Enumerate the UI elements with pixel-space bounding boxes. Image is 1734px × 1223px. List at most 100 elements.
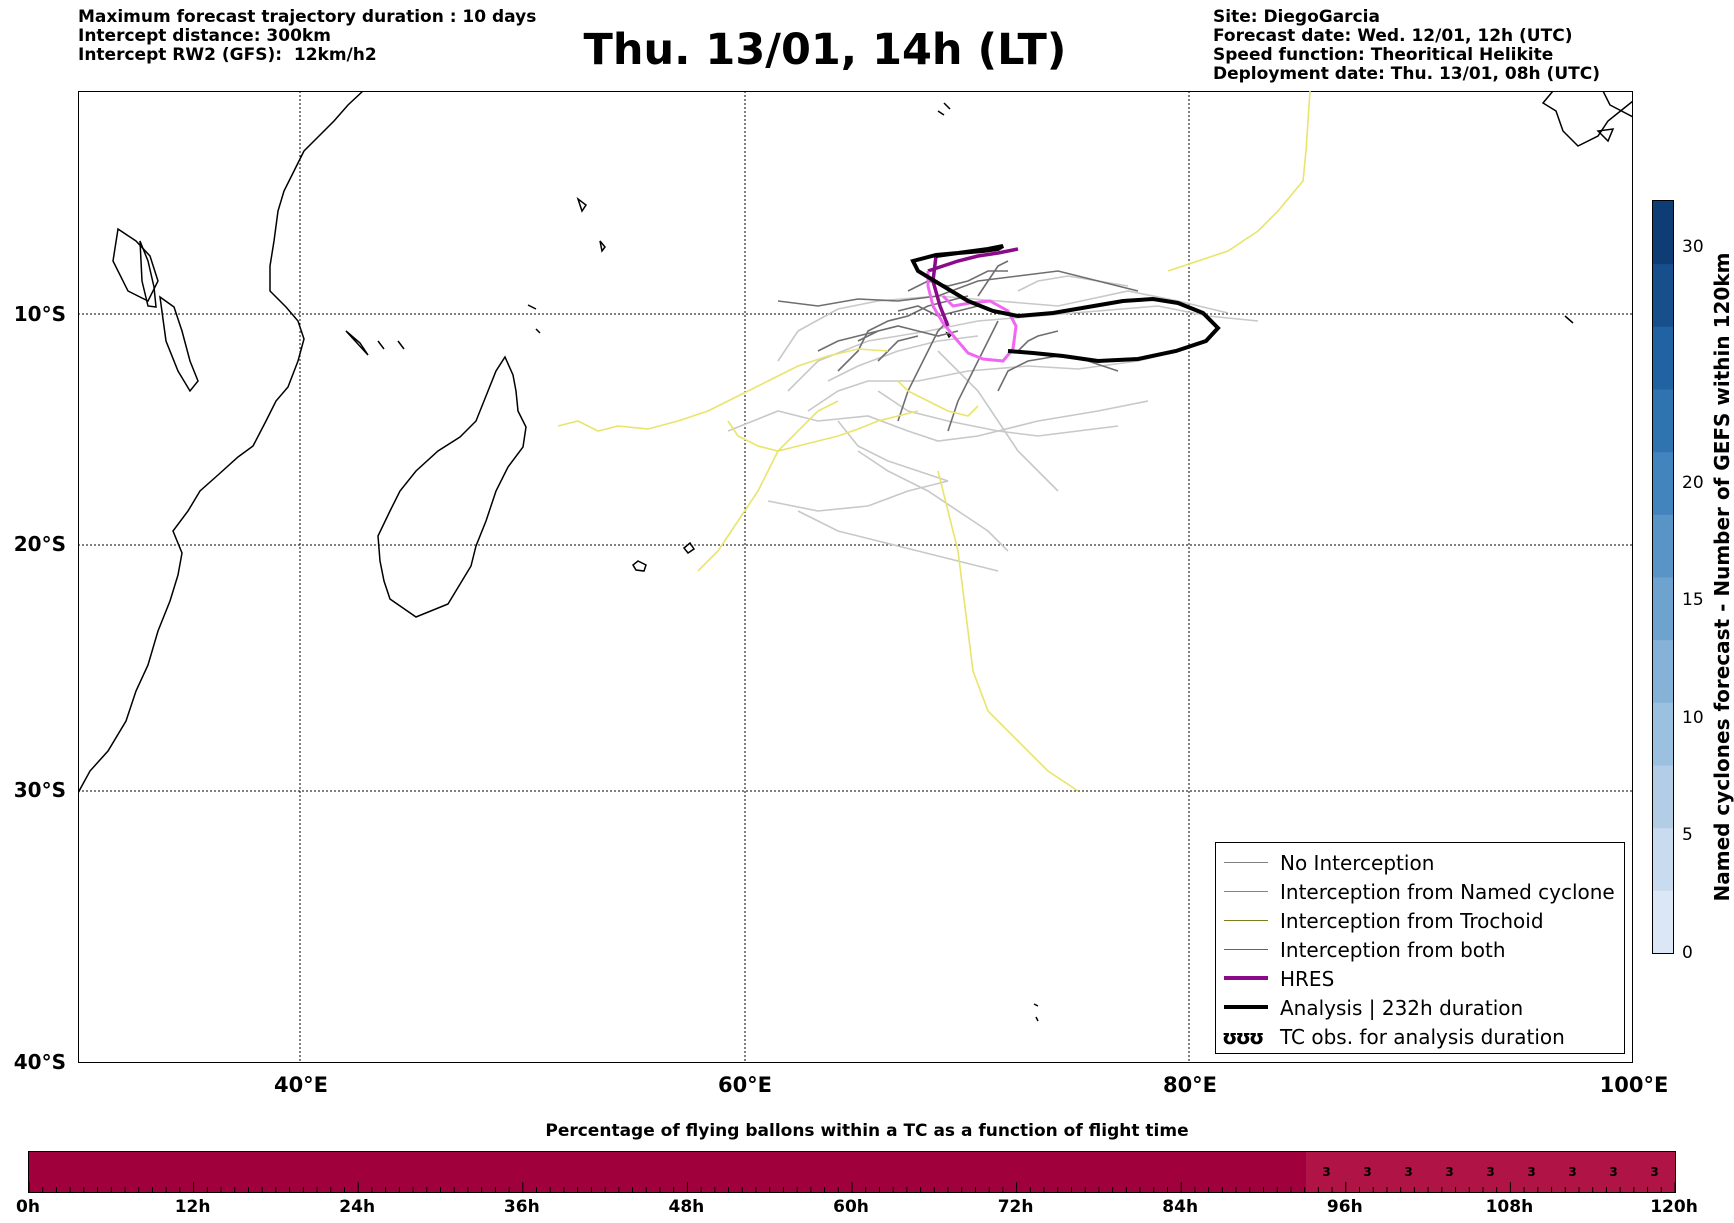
africa-coast	[77, 90, 364, 793]
balloon-bar-tick-label: 0h	[16, 1197, 40, 1217]
arabia-coast-2	[1601, 90, 1633, 118]
balloon-bar-cell-value: 3	[1470, 1152, 1511, 1192]
lat-label-30s: 30°S	[13, 778, 66, 802]
legend-item-both: Interception from both	[1216, 936, 1624, 965]
balloon-bar-cell-value: 3	[1593, 1152, 1634, 1192]
page-title: Thu. 13/01, 14h (LT)	[583, 25, 1067, 75]
reunion-coast	[682, 541, 695, 554]
site-text: Site: DiegoGarcia	[1213, 7, 1380, 27]
legend-label: Interception from Named cyclone	[1280, 880, 1615, 904]
balloon-bar-tick-label: 120h	[1650, 1197, 1698, 1217]
colorbar-tick-5: 5	[1682, 825, 1693, 845]
sri-lanka-coast	[1595, 127, 1614, 142]
speed-function-text: Speed function: Theoritical Helikite	[1213, 45, 1554, 65]
balloon-bar-tick-label: 96h	[1326, 1197, 1363, 1217]
colorbar-segment	[1653, 890, 1673, 953]
colorbar-title: Named cyclones forecast - Number of GEFS…	[1710, 252, 1734, 902]
balloon-bar-tick-label: 12h	[174, 1197, 211, 1217]
legend-label: No Interception	[1280, 851, 1435, 875]
lon-label-80e: 80°E	[1162, 1073, 1218, 1097]
colorbar-segment	[1653, 827, 1673, 891]
balloon-bar-cell-value: 3	[1552, 1152, 1593, 1192]
legend-item-analysis: Analysis | 232h duration	[1216, 994, 1624, 1023]
lake-tanganyika	[138, 240, 157, 308]
balloon-bar-title: Percentage of flying ballons within a TC…	[545, 1121, 1189, 1141]
lat-label-10s: 10°S	[13, 302, 66, 326]
cyclone-colorbar	[1652, 200, 1674, 954]
legend-swatch	[1224, 920, 1268, 921]
legend-label: HRES	[1280, 967, 1335, 991]
colorbar-segment	[1653, 577, 1673, 641]
legend-item-no-interception: No Interception	[1216, 849, 1624, 878]
balloon-bar-cell-value: 3	[1347, 1152, 1388, 1192]
mauritius-coast	[631, 559, 647, 572]
lat-label-40s: 40°S	[13, 1050, 66, 1074]
colorbar-tick-0: 0	[1682, 943, 1693, 963]
ensemble-trajectories-light	[727, 274, 1258, 572]
balloon-bar-ticks	[29, 1182, 1675, 1192]
colorbar-gradient	[1653, 201, 1673, 953]
map-frame	[77, 90, 1633, 1063]
hres-track	[926, 246, 1018, 273]
colorbar-tick-10: 10	[1682, 708, 1704, 728]
balloon-bar-cell-value: 3	[1388, 1152, 1429, 1192]
lat-label-20s: 20°S	[13, 532, 66, 556]
legend-swatch	[1224, 949, 1268, 950]
comoros-islands	[344, 329, 405, 356]
legend-label: Analysis | 232h duration	[1280, 996, 1524, 1020]
colorbar-tick-30: 30	[1682, 237, 1704, 257]
arabia-coast	[1541, 90, 1633, 147]
legend-item-trochoid: Interception from Trochoid	[1216, 907, 1624, 936]
colorbar-segment	[1653, 639, 1673, 703]
colorbar-segment	[1653, 514, 1673, 578]
lake-victoria	[111, 227, 159, 302]
intercept-rw2-text: Intercept RW2 (GFS): 12km/h2	[78, 45, 377, 65]
tc-obs-symbol-icon: ʊʊʊ	[1222, 1025, 1264, 1049]
deployment-date-text: Deployment date: Thu. 13/01, 08h (UTC)	[1213, 64, 1600, 84]
balloon-bar-tick-label: 48h	[668, 1197, 705, 1217]
balloon-bar-cell-value: 3	[1429, 1152, 1470, 1192]
map-legend: No Interception Interception from Named …	[1215, 842, 1625, 1054]
colorbar-tick-20: 20	[1682, 473, 1704, 493]
lon-label-40e: 40°E	[273, 1073, 329, 1097]
forecast-date-text: Forecast date: Wed. 12/01, 12h (UTC)	[1213, 26, 1573, 46]
colorbar-segment	[1653, 263, 1673, 327]
colorbar-segment	[1653, 702, 1673, 766]
balloon-bar-cell-value: 3	[1306, 1152, 1347, 1192]
map-canvas	[77, 90, 1633, 1063]
legend-label: Interception from both	[1280, 938, 1506, 962]
max-duration-text: Maximum forecast trajectory duration : 1…	[78, 7, 537, 27]
hres-track-3	[930, 255, 950, 327]
header-right-info: Site: DiegoGarcia Forecast date: Wed. 12…	[1213, 8, 1600, 84]
legend-item-hres: HRES	[1216, 965, 1624, 994]
legend-swatch	[1224, 862, 1268, 863]
colorbar-segment	[1653, 326, 1673, 390]
colorbar-segment	[1653, 389, 1673, 453]
balloon-bar-cell-value: 3	[1511, 1152, 1552, 1192]
legend-item-tc-obs: ʊʊʊ TC obs. for analysis duration	[1216, 1023, 1624, 1052]
colorbar-tick-15: 15	[1682, 590, 1704, 610]
colorbar-segment	[1653, 451, 1673, 515]
analysis-track	[909, 243, 1221, 363]
legend-item-named-cyclone: Interception from Named cyclone	[1216, 878, 1624, 907]
lake-malawi	[158, 294, 199, 392]
amsterdam-island	[1033, 1002, 1039, 1021]
lon-label-60e: 60°E	[717, 1073, 773, 1097]
balloon-bar-tick-label: 24h	[339, 1197, 376, 1217]
colorbar-segment	[1653, 765, 1673, 829]
balloon-bar-tick-label: 72h	[997, 1197, 1034, 1217]
maldives-islands	[937, 101, 951, 116]
balloon-bar-tick-label: 60h	[833, 1197, 869, 1217]
header-left-info: Maximum forecast trajectory duration : 1…	[78, 8, 536, 65]
seychelles-islands	[527, 196, 606, 334]
east-coast-islands	[1564, 314, 1573, 324]
no-interception-trajectories	[777, 259, 1138, 431]
madagascar-coast	[376, 354, 527, 618]
legend-label: TC obs. for analysis duration	[1280, 1025, 1565, 1049]
legend-swatch	[1224, 976, 1268, 980]
colorbar-segment	[1653, 201, 1673, 265]
balloon-bar-tick-label: 36h	[503, 1197, 540, 1217]
balloon-bar-tick-label: 84h	[1162, 1197, 1199, 1217]
legend-label: Interception from Trochoid	[1280, 909, 1544, 933]
